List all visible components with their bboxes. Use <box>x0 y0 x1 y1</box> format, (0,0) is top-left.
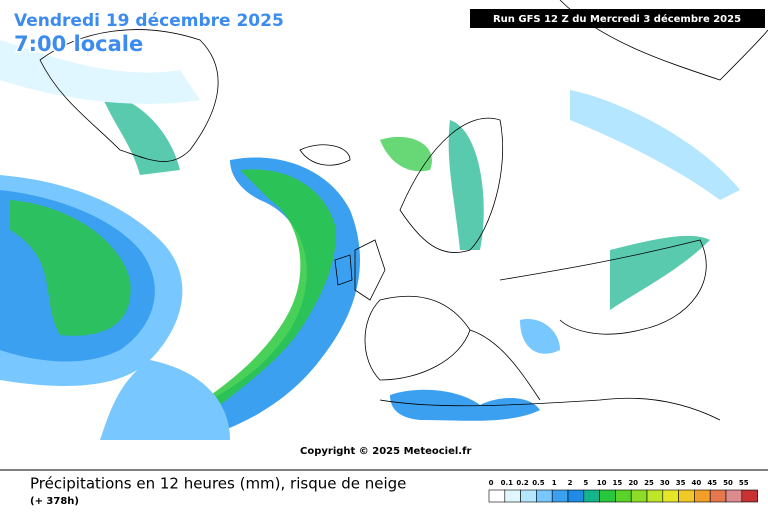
legend-label: 50 <box>723 479 733 487</box>
legend-label: 5 <box>583 479 588 487</box>
legend-label: 25 <box>644 479 654 487</box>
legend-swatch <box>488 489 506 503</box>
legend-swatch <box>599 489 616 503</box>
run-label: Run GFS 12 Z du Mercredi 3 décembre 2025 <box>493 13 741 25</box>
legend-swatch <box>725 489 743 503</box>
legend-swatch <box>694 489 711 503</box>
run-box <box>470 9 765 28</box>
legend-label: 35 <box>676 479 686 487</box>
forecast-date: Vendredi 19 décembre 2025 <box>14 11 284 31</box>
legend-label: 40 <box>692 479 702 487</box>
coastlines <box>39 0 768 421</box>
footer-title: Précipitations en 12 heures (mm), risque… <box>30 475 406 493</box>
copyright: Copyright © 2025 Meteociel.fr <box>300 446 471 457</box>
footer-lead: (+ 378h) <box>30 496 79 507</box>
legend-label: 55 <box>739 479 749 487</box>
legend-swatch <box>630 489 648 503</box>
legend-label: 10 <box>597 479 607 487</box>
legend-swatch <box>567 489 585 503</box>
precipitation <box>0 40 740 440</box>
legend-label: 0.2 <box>516 479 529 487</box>
legend-swatch <box>583 489 600 503</box>
legend-label: 45 <box>707 479 717 487</box>
legend-label: 0 <box>489 479 494 487</box>
legend-swatch <box>741 489 758 503</box>
legend-swatch <box>520 489 537 503</box>
legend: 0 0.1 0.2 0.5 1 2 5 10 15 20 25 30 35 40 45 50 55 <box>488 479 758 503</box>
legend-label: 0.1 <box>501 479 514 487</box>
legend-swatch <box>536 489 553 503</box>
legend-swatch <box>504 489 521 503</box>
legend-swatch <box>662 489 679 503</box>
legend-swatch <box>615 489 632 503</box>
legend-swatch <box>709 489 727 503</box>
forecast-time: 7:00 locale <box>14 32 143 56</box>
legend-label: 0.5 <box>532 479 545 487</box>
legend-swatch <box>646 489 664 503</box>
legend-label: 15 <box>613 479 623 487</box>
legend-label: 20 <box>628 479 638 487</box>
legend-label: 2 <box>568 479 573 487</box>
legend-swatch <box>678 489 695 503</box>
legend-label: 1 <box>552 479 557 487</box>
legend-swatch <box>551 489 569 503</box>
legend-label: 30 <box>660 479 670 487</box>
